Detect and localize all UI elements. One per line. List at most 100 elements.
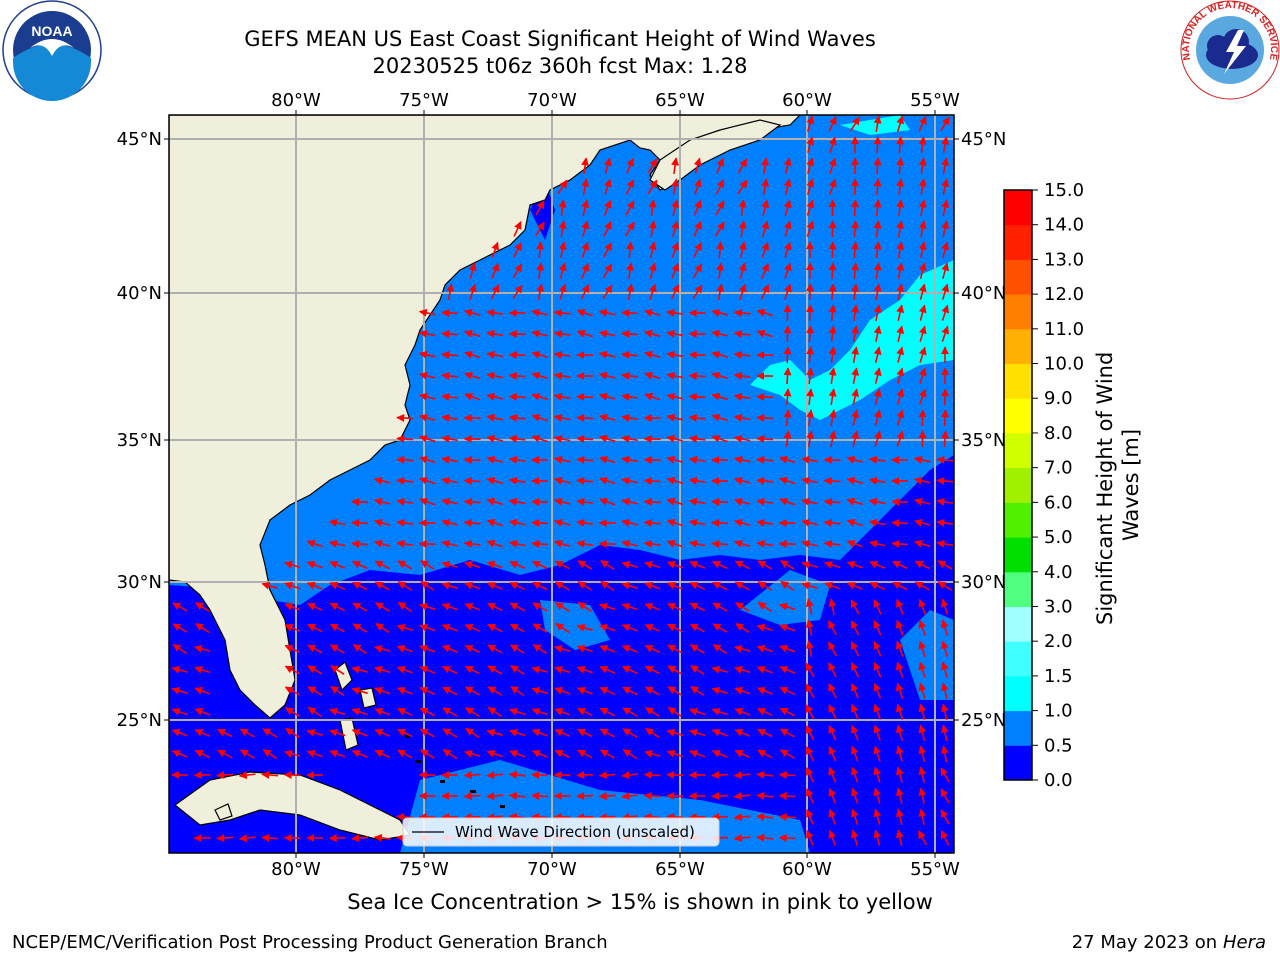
wind-wave-arrow: [778, 812, 796, 821]
wind-wave-arrow: [666, 812, 684, 821]
wind-wave-arrow: [914, 539, 931, 548]
wind-wave-arrow: [666, 476, 683, 485]
wind-wave-arrow: [621, 455, 639, 464]
wind-wave-arrow: [779, 644, 796, 653]
wind-wave-arrow: [577, 749, 593, 759]
wind-wave-arrow: [733, 476, 751, 485]
wind-wave-arrow: [941, 241, 950, 258]
colorbar-label-line1: Significant Height of Wind: [1093, 352, 1117, 625]
wind-wave-arrow: [531, 728, 548, 737]
wind-wave-arrow: [554, 665, 571, 674]
wind-wave-arrow: [895, 745, 904, 762]
wind-wave-arrow: [419, 665, 436, 674]
wind-wave-arrow: [486, 476, 503, 485]
wind-wave-arrow: [374, 729, 391, 737]
wind-wave-arrow: [284, 581, 301, 590]
wind-wave-arrow: [508, 350, 526, 359]
wind-wave-arrow: [756, 497, 774, 506]
wind-wave-arrow: [486, 434, 503, 443]
wind-wave-arrow: [373, 476, 391, 485]
wind-wave-arrow: [756, 434, 774, 443]
wind-wave-arrow: [828, 346, 837, 364]
wind-wave-arrow: [194, 708, 211, 716]
wind-wave-arrow: [195, 602, 210, 612]
wind-wave-arrow: [666, 518, 683, 527]
wind-wave-arrow: [918, 283, 927, 300]
colorbar-segment: [1004, 710, 1032, 746]
wind-wave-arrow: [576, 392, 594, 401]
lon-label-top: 55°W: [910, 90, 960, 111]
wind-wave-arrow: [693, 199, 702, 216]
lat-label-left: 30°N: [117, 572, 162, 593]
wind-wave-arrow: [532, 643, 548, 655]
wind-wave-arrow: [419, 749, 435, 759]
wind-wave-arrow: [554, 708, 571, 716]
wind-wave-arrow: [688, 497, 706, 506]
wind-wave-arrow: [671, 199, 680, 216]
wind-wave-arrow: [603, 157, 612, 174]
wind-wave-arrow: [581, 241, 590, 258]
wind-wave-arrow: [306, 560, 323, 569]
wind-wave-arrow: [761, 199, 770, 216]
wind-wave-arrow: [419, 476, 436, 485]
wind-wave-arrow: [667, 706, 683, 718]
wind-wave-arrow: [733, 792, 751, 801]
wind-wave-arrow: [284, 560, 301, 569]
wind-wave-arrow: [261, 833, 279, 842]
wind-wave-arrow: [396, 539, 414, 548]
wind-wave-arrow: [827, 620, 838, 636]
wind-wave-arrow: [806, 367, 815, 385]
wind-wave-arrow: [576, 518, 594, 527]
wind-wave-arrow: [621, 623, 638, 632]
wind-wave-arrow: [442, 748, 458, 760]
wind-wave-arrow: [895, 829, 904, 846]
wind-wave-arrow: [868, 455, 886, 464]
wind-wave-arrow: [666, 539, 683, 548]
wind-wave-arrow: [396, 476, 414, 485]
wind-wave-arrow: [581, 178, 590, 196]
wind-wave-arrow: [284, 603, 301, 611]
wind-wave-arrow: [896, 220, 905, 238]
wind-wave-arrow: [352, 623, 368, 633]
wind-wave-arrow: [689, 728, 706, 737]
wind-wave-arrow: [374, 497, 391, 506]
wind-wave-arrow: [737, 179, 748, 195]
wind-wave-arrow: [715, 179, 725, 195]
wind-wave-arrow: [828, 367, 837, 385]
wind-wave-arrow: [626, 241, 635, 259]
wind-wave-arrow: [896, 283, 905, 300]
wind-wave-arrow: [644, 392, 661, 401]
footer-date: 27 May 2023 on Hera: [1072, 932, 1266, 953]
wind-wave-arrow: [756, 413, 774, 422]
wind-wave-arrow: [824, 560, 841, 569]
colorbar-tick-label: 11.0: [1044, 319, 1084, 340]
wind-wave-arrow: [711, 707, 728, 716]
wind-wave-arrow: [941, 388, 950, 406]
wind-wave-arrow: [805, 725, 815, 741]
wind-wave-arrow: [644, 686, 660, 696]
wind-wave-arrow: [868, 476, 886, 485]
wind-wave-arrow: [621, 602, 638, 611]
wind-wave-arrow: [940, 767, 950, 783]
wind-wave-arrow: [940, 661, 949, 678]
wind-wave-arrow: [828, 662, 837, 678]
wind-wave-arrow: [891, 539, 909, 548]
wind-wave-arrow: [671, 178, 680, 196]
wind-wave-arrow: [783, 430, 792, 447]
wind-wave-arrow: [306, 602, 323, 612]
wind-wave-arrow: [667, 665, 683, 675]
wind-wave-arrow: [621, 792, 639, 801]
wind-wave-arrow: [441, 392, 459, 401]
wind-wave-arrow: [441, 602, 458, 611]
wind-wave-arrow: [666, 581, 683, 590]
wind-wave-arrow: [711, 413, 728, 422]
wind-wave-arrow: [914, 497, 931, 506]
wind-wave-arrow: [352, 602, 368, 612]
wind-wave-arrow: [823, 476, 841, 485]
wind-wave-arrow: [711, 665, 728, 674]
wind-wave-arrow: [351, 539, 369, 548]
wind-wave-arrow: [733, 329, 751, 338]
wind-wave-arrow: [756, 308, 773, 317]
wind-wave-arrow: [599, 392, 616, 401]
wind-wave-arrow: [598, 329, 616, 338]
